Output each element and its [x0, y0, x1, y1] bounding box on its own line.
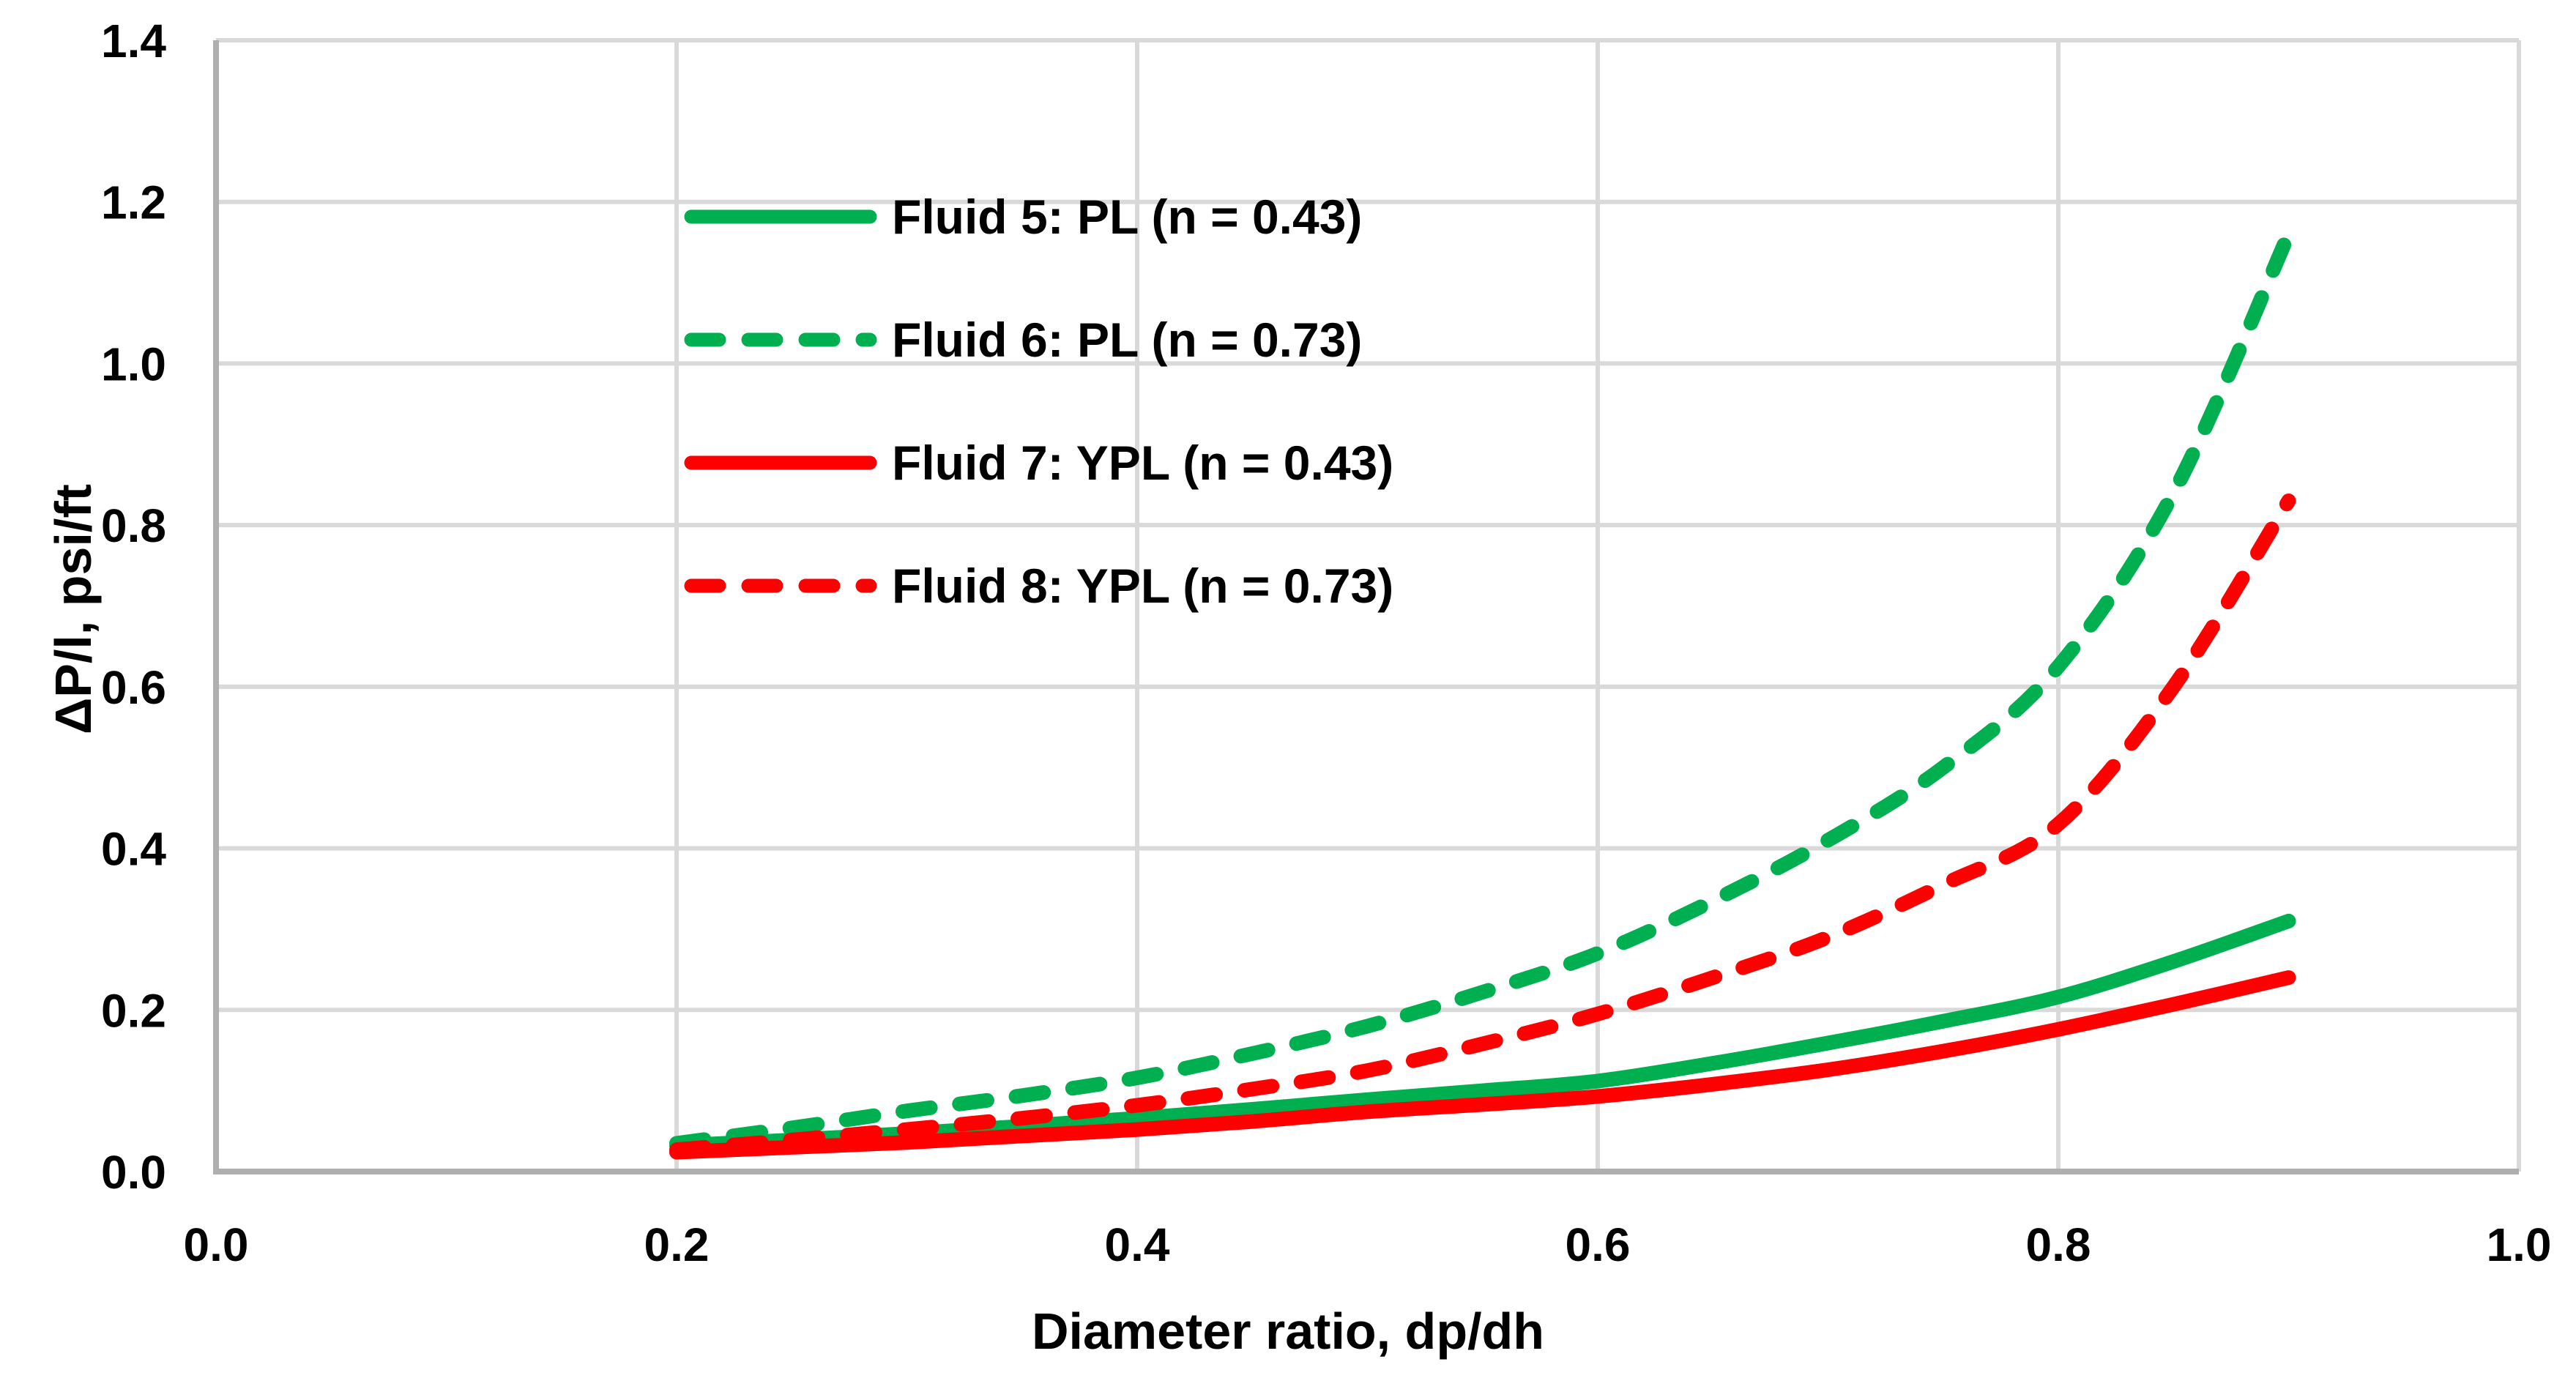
x-tick-label: 0.0 [184, 1218, 249, 1271]
y-tick-label: 0.4 [101, 823, 166, 876]
curve-fluid-8 [669, 494, 2296, 1158]
x-axis-title: Diameter ratio, dp/dh [1031, 1303, 1545, 1360]
x-tick-label: 0.4 [1105, 1218, 1170, 1271]
y-tick-label: 1.0 [101, 338, 166, 390]
x-tick-label: 0.2 [644, 1218, 710, 1271]
y-tick-label: 0.0 [101, 1146, 166, 1199]
y-axis-title: ΔP/l, psi/ft [45, 484, 102, 735]
x-tick-label: 0.6 [1566, 1218, 1631, 1271]
y-tick-label: 0.8 [101, 499, 166, 552]
curve-fluid-7 [669, 970, 2296, 1160]
x-tick-label: 0.8 [2026, 1218, 2091, 1271]
y-tick-label: 1.2 [101, 176, 166, 229]
y-tick-label: 0.2 [101, 984, 166, 1037]
x-tick-label: 1.0 [2487, 1218, 2552, 1271]
y-tick-label: 0.6 [101, 661, 166, 714]
y-tick-label: 1.4 [101, 15, 166, 67]
curve-fluid-6 [669, 226, 2296, 1151]
curve-fluid-5 [669, 913, 2296, 1153]
